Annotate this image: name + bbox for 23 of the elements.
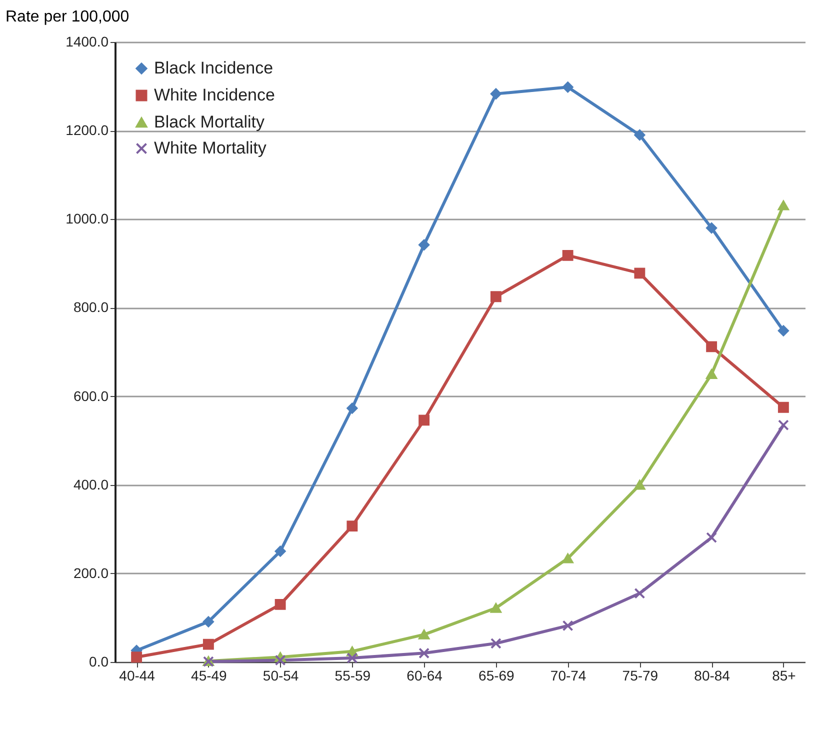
legend-label: White Incidence: [154, 86, 275, 104]
y-axis-title: Rate per 100,000: [6, 8, 130, 26]
x-tick-label: 45-49: [191, 668, 228, 684]
x-tick-label: 50-54: [262, 668, 299, 684]
x-tick-label: 70-74: [550, 668, 586, 684]
x-tick-label: 55-59: [334, 668, 371, 684]
y-tick-label: 1200.0: [66, 122, 109, 138]
x-tick-label: 65-69: [478, 668, 515, 684]
x-tick-label: 40-44: [119, 668, 156, 684]
y-tick-label: 400.0: [73, 476, 109, 492]
y-tick-label: 800.0: [73, 299, 109, 316]
y-tick-label: 1000.0: [66, 210, 109, 227]
y-tick-label: 1400.0: [66, 34, 109, 50]
y-tick-label: 600.0: [73, 388, 109, 404]
x-tick-label: 85+: [772, 668, 796, 684]
x-tick-label: 75-79: [622, 668, 658, 684]
y-tick-label: 0.0: [89, 654, 109, 670]
x-tick-label: 80-84: [694, 668, 730, 684]
legend-label: Black Incidence: [154, 58, 274, 78]
legend-label: Black Mortality: [154, 112, 266, 132]
x-tick-label: 60-64: [406, 668, 443, 684]
y-tick-label: 200.0: [73, 564, 109, 581]
legend-label: White Mortality: [154, 138, 267, 158]
